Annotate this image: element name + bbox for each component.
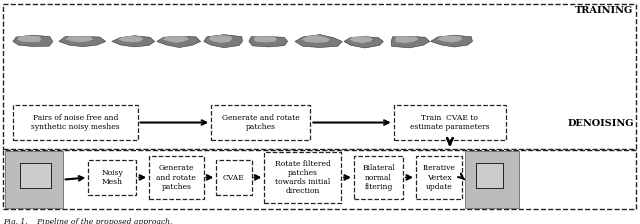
Polygon shape: [118, 36, 143, 43]
Text: Noisy
Mesh: Noisy Mesh: [102, 169, 123, 186]
Bar: [88, 160, 136, 195]
Bar: [13, 105, 138, 140]
Bar: [3, 4, 636, 149]
Text: Rotate filtered
patches
towards initial
direction: Rotate filtered patches towards initial …: [275, 160, 331, 195]
Bar: [5, 151, 63, 208]
Polygon shape: [349, 36, 372, 43]
Bar: [211, 105, 310, 140]
Text: TRAINING: TRAINING: [575, 6, 634, 15]
Text: DENOISING: DENOISING: [567, 119, 634, 128]
Polygon shape: [112, 36, 155, 47]
Bar: [476, 163, 503, 188]
Polygon shape: [157, 36, 200, 47]
Polygon shape: [13, 35, 52, 46]
Polygon shape: [437, 35, 462, 43]
Text: Train  CVAE to
estimate parameters: Train CVAE to estimate parameters: [410, 114, 490, 131]
Text: Fig. 1.    Pipeline of the proposed approach.: Fig. 1. Pipeline of the proposed approac…: [3, 218, 173, 224]
Polygon shape: [209, 35, 232, 43]
Polygon shape: [163, 36, 189, 43]
Polygon shape: [17, 35, 41, 42]
Text: Bilateral
normal
fitering: Bilateral normal fitering: [362, 164, 395, 191]
Bar: [216, 160, 252, 195]
Polygon shape: [344, 37, 383, 48]
Text: Pairs of noise free and
synthetic noisy meshes: Pairs of noise free and synthetic noisy …: [31, 114, 120, 131]
Bar: [3, 150, 636, 209]
Polygon shape: [431, 35, 472, 47]
Polygon shape: [253, 36, 277, 43]
Polygon shape: [59, 37, 106, 47]
Polygon shape: [249, 37, 287, 47]
Text: Generate and rotate
patches: Generate and rotate patches: [222, 114, 300, 131]
Polygon shape: [204, 35, 243, 48]
Bar: [465, 151, 519, 208]
Bar: [394, 105, 506, 140]
Polygon shape: [295, 34, 342, 47]
Bar: [354, 156, 403, 199]
Polygon shape: [65, 36, 93, 42]
Bar: [19, 163, 51, 188]
Polygon shape: [391, 36, 429, 48]
Bar: [416, 156, 462, 199]
Text: CVAE: CVAE: [223, 174, 244, 181]
Bar: [149, 156, 204, 199]
Text: Iterative
Vertex
update: Iterative Vertex update: [422, 164, 456, 191]
Polygon shape: [301, 35, 330, 43]
Text: Generate
and rotate
patches: Generate and rotate patches: [156, 164, 196, 191]
Polygon shape: [396, 36, 419, 43]
Bar: [264, 152, 341, 203]
